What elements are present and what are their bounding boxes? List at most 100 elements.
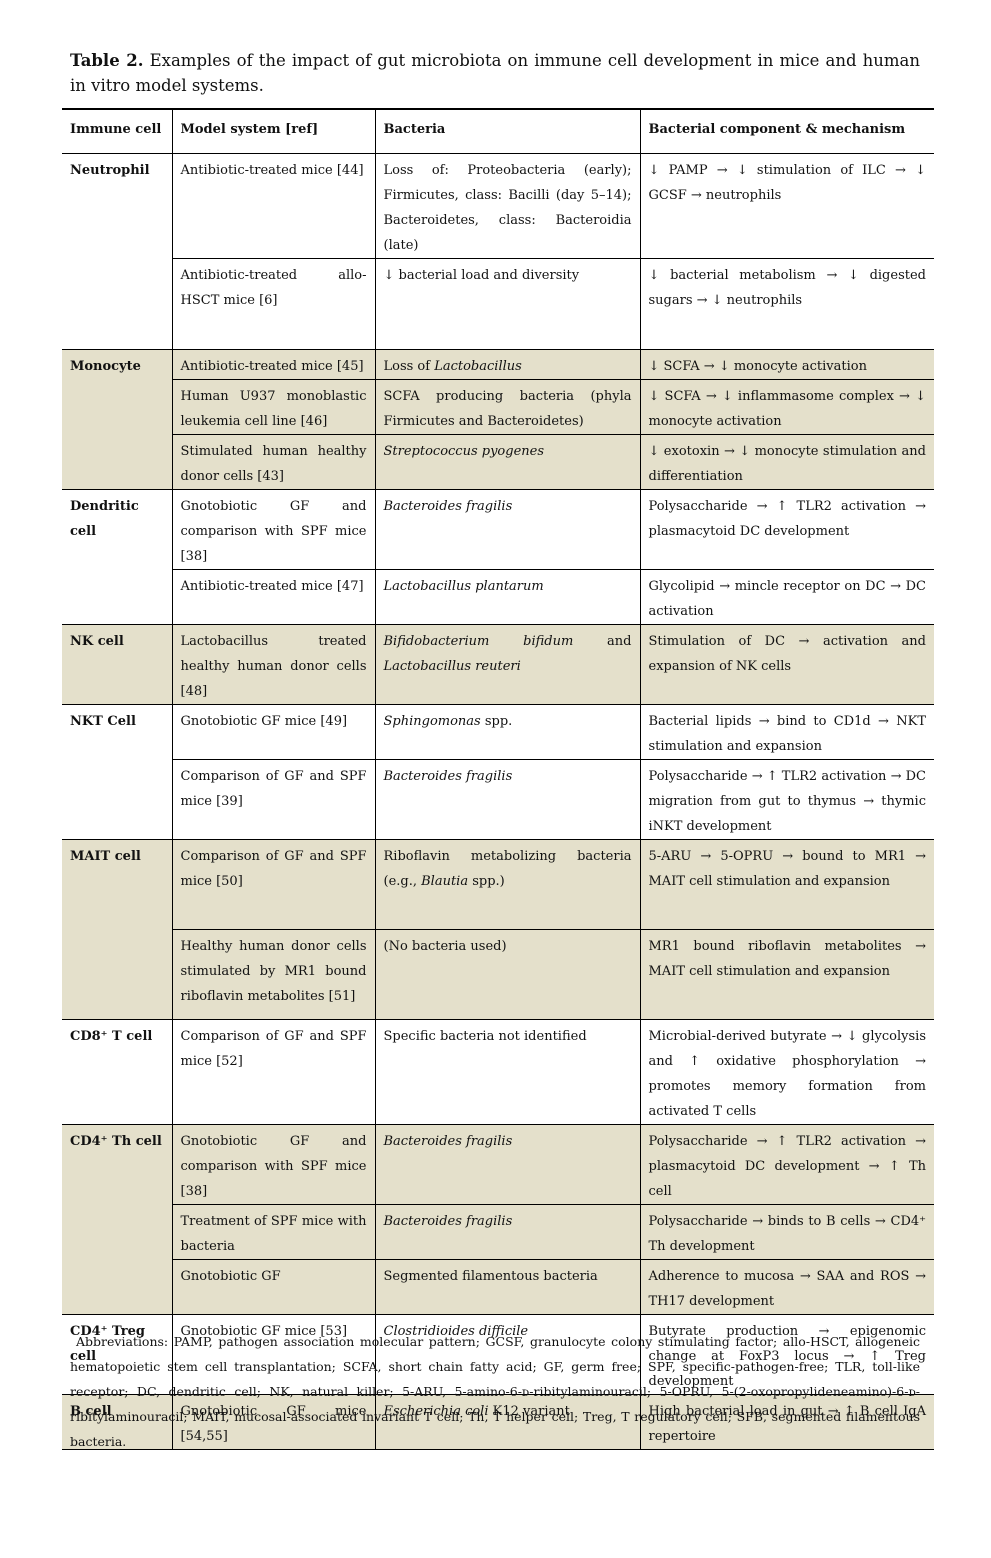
- immune-cell: NK cell: [62, 623, 173, 705]
- model-system: Stimulated human healthy donor cells [43…: [172, 433, 376, 490]
- bacteria: Segmented filamentous bacteria: [374, 1258, 641, 1315]
- model-system: Antibiotic-treated mice [44]: [171, 152, 376, 259]
- immune-cell: Monocyte: [62, 348, 173, 490]
- column-header: Bacterial component & mechanism: [639, 108, 934, 154]
- text-run: Bacteroides fragilis: [383, 768, 513, 784]
- model-system: Comparison of GF and SPF mice [52]: [171, 1018, 376, 1125]
- immune-cell: B cell: [62, 1393, 173, 1450]
- table-row: Comparison of GF and SPF mice [39] Bacter…: [62, 758, 934, 840]
- model-system: Gnotobiotic GF and comparison with SPF m…: [171, 488, 376, 570]
- text-run: Bacteroides fragilis: [383, 1133, 513, 1149]
- table-row: CD4⁺ Treg cell Gnotobiotic GF mice [53] Cl…: [62, 1313, 934, 1395]
- bacteria: Riboflavin metabolizing bacteria (e.g., …: [374, 838, 641, 930]
- column-header: Immune cell: [62, 108, 173, 154]
- table-row: Treatment of SPF mice with bacteria Bacte…: [62, 1203, 934, 1260]
- header-row: Immune cell Model system [ref] Bacteria Bac…: [62, 108, 934, 154]
- model-system: Comparison of GF and SPF mice [39]: [172, 758, 376, 840]
- text-run: Escherichia coli: [383, 1403, 489, 1419]
- table-row: Dendritic cell Gnotobiotic GF and compari…: [62, 488, 934, 625]
- mechanism: Adherence to mucosa → SAA and ROS → TH17…: [639, 1258, 934, 1315]
- bacteria: (No bacteria used): [374, 928, 641, 1020]
- mechanism: ↓ PAMP → ↓ stimulation of ILC → ↓ GCSF →…: [639, 152, 934, 259]
- model-system: Gnotobiotic GF mice [49]: [171, 703, 376, 760]
- bacteria: Bacteroides fragilis: [374, 488, 641, 570]
- table-row: NK cell Lactobacillus treated healthy hum…: [62, 623, 934, 705]
- mechanism: Polysaccharide → ↑ TLR2 activation → pla…: [639, 488, 934, 570]
- bacteria: Loss of: Proteobacteria (early); Firmicu…: [374, 152, 641, 259]
- text-run: and: [573, 633, 632, 649]
- model-system: Human U937 monoblastic leukemia cell lin…: [172, 378, 376, 435]
- mechanism: MR1 bound riboflavin metabolites → MAIT …: [639, 928, 934, 1020]
- text-run: spp.): [468, 873, 505, 889]
- table-row: MAIT cell Comparison of GF and SPF mice […: [62, 838, 934, 1020]
- text-run: Loss of: [383, 358, 435, 374]
- immune-cell: CD4⁺ Treg cell: [62, 1313, 173, 1395]
- text-run: Blautia: [421, 873, 469, 889]
- mechanism: Bacterial lipids → bind to CD1d → NKT st…: [639, 703, 934, 760]
- column-header: Model system [ref]: [171, 108, 376, 154]
- mechanism: Polysaccharide → ↑ TLR2 activation → DC …: [639, 758, 934, 840]
- mechanism: ↓ bacterial metabolism → ↓ digested suga…: [639, 257, 934, 350]
- text-run: Riboflavin metabolizing bacteria (e.g.,: [383, 848, 632, 889]
- bacteria: Bacteroides fragilis: [374, 758, 641, 840]
- mechanism: Microbial-derived butyrate → ↓ glycolysi…: [639, 1018, 934, 1125]
- table-title: Examples of the impact of gut microbiota…: [70, 51, 920, 95]
- bacteria: Bacteroides fragilis: [374, 1203, 641, 1260]
- table-row: Antibiotic-treated allo-HSCT mice [6] ↓ b…: [62, 257, 934, 350]
- bacteria: Streptococcus pyogenes: [374, 433, 641, 490]
- bacteria: ↓ bacterial load and diversity: [374, 257, 641, 350]
- footnote: Abbreviations: PAMP, pathogen associatio…: [70, 1334, 920, 1449]
- table-row: Gnotobiotic GF Segmented filamentous bact…: [62, 1258, 934, 1315]
- bacteria: Bacteroides fragilis: [374, 1123, 641, 1205]
- model-system: Antibiotic-treated allo-HSCT mice [6]: [172, 257, 376, 350]
- immune-cell: CD8⁺ T cell: [62, 1018, 173, 1125]
- bacteria: Bifidobacterium bifidum and Lactobacillu…: [374, 623, 641, 705]
- model-system: Lactobacillus treated healthy human dono…: [171, 623, 376, 705]
- model-system: Gnotobiotic GF and comparison with SPF m…: [171, 1123, 376, 1205]
- table-row: Antibiotic-treated mice [47] Lactobacillu…: [62, 568, 934, 625]
- mechanism: Stimulation of DC → activation and expan…: [639, 623, 934, 705]
- bacteria: SCFA producing bacteria (phyla Firmicute…: [374, 378, 641, 435]
- mechanism: ↓ exotoxin → ↓ monocyte stimulation and …: [639, 433, 934, 490]
- text-run: Streptococcus pyogenes: [383, 443, 545, 459]
- immune-cell: CD4⁺ Th cell: [62, 1123, 173, 1315]
- model-system: Healthy human donor cells stimulated by …: [172, 928, 376, 1020]
- table: Immune cell Model system [ref] Bacteria Bac…: [62, 108, 934, 1450]
- table-row: Healthy human donor cells stimulated by …: [62, 928, 934, 1020]
- bacteria: Loss of Lactobacillus: [374, 348, 641, 380]
- text-run: spp.: [480, 713, 513, 729]
- model-system: Antibiotic-treated mice [47]: [172, 568, 376, 625]
- mechanism: Polysaccharide → binds to B cells → CD4⁺…: [639, 1203, 934, 1260]
- table-row: Neutrophil Antibiotic-treated mice [44] Lo…: [62, 152, 934, 350]
- bacteria: Escherichia coli K12 variant: [374, 1393, 641, 1450]
- immune-cell: Neutrophil: [62, 152, 173, 350]
- bacteria: Specific bacteria not identified: [374, 1018, 641, 1125]
- text-run: Lactobacillus plantarum: [383, 578, 544, 594]
- immune-cell: Dendritic cell: [62, 488, 173, 625]
- text-run: Clostridioides difficile: [383, 1323, 529, 1339]
- table-body: Neutrophil Antibiotic-treated mice [44] Lo…: [62, 152, 934, 1450]
- text-run: Sphingomonas: [383, 713, 481, 729]
- model-system: Treatment of SPF mice with bacteria: [172, 1203, 376, 1260]
- text-run: Bacteroides fragilis: [383, 1213, 513, 1229]
- text-run: Bacteroides fragilis: [383, 498, 513, 514]
- text-run: K12 variant: [488, 1403, 570, 1419]
- column-header: Bacteria: [374, 108, 641, 154]
- table-row: CD4⁺ Th cell Gnotobiotic GF and compariso…: [62, 1123, 934, 1315]
- model-system: Comparison of GF and SPF mice [50]: [171, 838, 376, 930]
- bacteria: Sphingomonas spp.: [374, 703, 641, 760]
- model-system: Antibiotic-treated mice [45]: [171, 348, 376, 380]
- text-run: Lactobacillus: [434, 358, 522, 374]
- table-row: NKT Cell Gnotobiotic GF mice [49] Sphingom…: [62, 703, 934, 840]
- mechanism: Polysaccharide → ↑ TLR2 activation → pla…: [639, 1123, 934, 1205]
- mechanism: ↓ SCFA → ↓ inflammasome complex → ↓ mono…: [639, 378, 934, 435]
- table-row: Stimulated human healthy donor cells [43…: [62, 433, 934, 490]
- text-run: Lactobacillus reuteri: [383, 658, 521, 674]
- table-row: Human U937 monoblastic leukemia cell lin…: [62, 378, 934, 435]
- table-row: B cell Gnotobiotic GF mice [54,55] Escheri…: [62, 1393, 934, 1450]
- model-system: Gnotobiotic GF: [172, 1258, 376, 1315]
- mechanism: Glycolipid → mincle receptor on DC → DC …: [639, 568, 934, 625]
- immune-cell: MAIT cell: [62, 838, 173, 1020]
- model-system: Gnotobiotic GF mice [54,55]: [171, 1393, 376, 1450]
